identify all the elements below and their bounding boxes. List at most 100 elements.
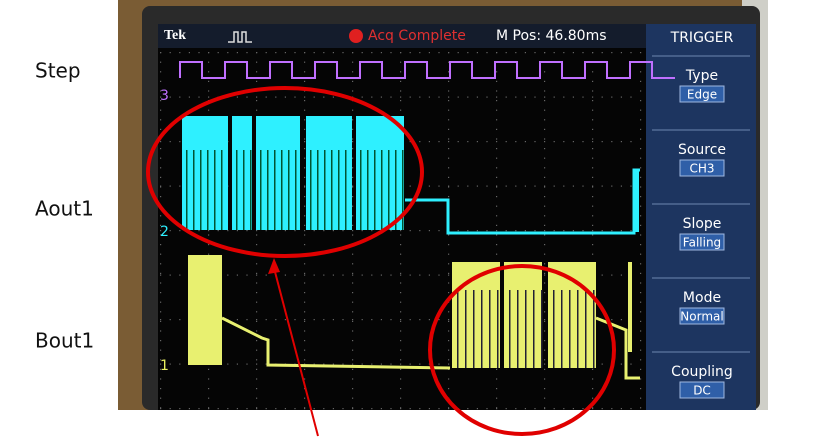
channel-marker: 1 (160, 358, 169, 374)
grid-dot (496, 378, 497, 379)
grid-dot (544, 340, 545, 341)
grid-dot (419, 230, 420, 231)
grid-dot (544, 206, 545, 207)
grid-dot (448, 263, 449, 264)
grid-dot (304, 275, 305, 276)
grid-dot (410, 230, 411, 231)
grid-dot (362, 319, 363, 320)
grid-dot (400, 97, 401, 98)
aout-gap (388, 150, 390, 230)
grid-dot (371, 364, 372, 365)
grid-dot (544, 359, 545, 360)
grid-dot (256, 52, 257, 53)
grid-dot (352, 110, 353, 111)
grid-dot (352, 141, 353, 142)
grid-dot (592, 81, 593, 82)
grid-dot (275, 230, 276, 231)
grid-dot (256, 110, 257, 111)
grid-dot (323, 97, 324, 98)
grid-dot (285, 275, 286, 276)
grid-dot (352, 275, 353, 276)
grid-dot (640, 158, 641, 159)
grid-dot (573, 408, 574, 409)
grid-dot (362, 408, 363, 409)
grid-dot (198, 97, 199, 98)
grid-dot (352, 71, 353, 72)
grid-dot (592, 138, 593, 139)
grid-dot (438, 97, 439, 98)
aout-gap (360, 150, 362, 230)
brand: Tek (164, 28, 186, 43)
grid-dot (534, 230, 535, 231)
grid-dot (544, 378, 545, 379)
grid-dot (381, 408, 382, 409)
grid-dot (458, 141, 459, 142)
aout-gap (281, 150, 283, 230)
grid-dot (304, 321, 305, 322)
grid-dot (640, 330, 641, 331)
grid-dot (438, 408, 439, 409)
grid-dot (371, 230, 372, 231)
grid-dot (304, 52, 305, 53)
grid-dot (477, 186, 478, 187)
aout-gap (345, 150, 347, 230)
grid-dot (496, 254, 497, 255)
grid-dot (592, 186, 593, 187)
grid-dot (400, 275, 401, 276)
grid-dot (640, 119, 641, 120)
bout-gap (533, 290, 535, 368)
grid-dot (592, 230, 593, 231)
grid-dot (477, 408, 478, 409)
grid-dot (573, 52, 574, 53)
grid-dot (592, 215, 593, 216)
grid-dot (630, 141, 631, 142)
grid-dot (477, 141, 478, 142)
bout-gap (457, 290, 459, 368)
grid-dot (400, 311, 401, 312)
grid-dot (544, 319, 545, 320)
grid-dot (189, 97, 190, 98)
grid-dot (544, 408, 545, 409)
grid-dot (640, 282, 641, 283)
grid-dot (640, 110, 641, 111)
grid-dot (429, 319, 430, 320)
grid-dot (448, 311, 449, 312)
grid-dot (160, 71, 161, 72)
grid-dot (496, 148, 497, 149)
grid-dot (640, 138, 641, 139)
grid-dot (342, 408, 343, 409)
grid-dot (400, 359, 401, 360)
grid-dot (506, 141, 507, 142)
grid-dot (592, 254, 593, 255)
grid-dot (467, 52, 468, 53)
grid-dot (256, 321, 257, 322)
grid-dot (160, 330, 161, 331)
grid-dot (352, 292, 353, 293)
grid-dot (400, 52, 401, 53)
menu-label: Mode (683, 290, 721, 306)
grid-dot (304, 408, 305, 409)
aout-gap (200, 150, 202, 230)
aout-gap (267, 150, 269, 230)
grid-dot (496, 52, 497, 53)
grid-dot (304, 359, 305, 360)
grid-dot (400, 319, 401, 320)
grid-dot (496, 234, 497, 235)
grid-dot (544, 52, 545, 53)
grid-dot (573, 186, 574, 187)
grid-dot (256, 244, 257, 245)
grid-dot (563, 230, 564, 231)
grid-dot (237, 97, 238, 98)
grid-dot (602, 97, 603, 98)
grid-dot (563, 141, 564, 142)
grid-dot (208, 369, 209, 370)
aout-gap (381, 150, 383, 230)
grid-dot (592, 110, 593, 111)
grid-dot (640, 167, 641, 168)
grid-dot (304, 81, 305, 82)
grid-dot (285, 408, 286, 409)
menu-label: Coupling (671, 364, 733, 380)
grid-dot (304, 369, 305, 370)
grid-dot (400, 350, 401, 351)
grid-dot (352, 158, 353, 159)
